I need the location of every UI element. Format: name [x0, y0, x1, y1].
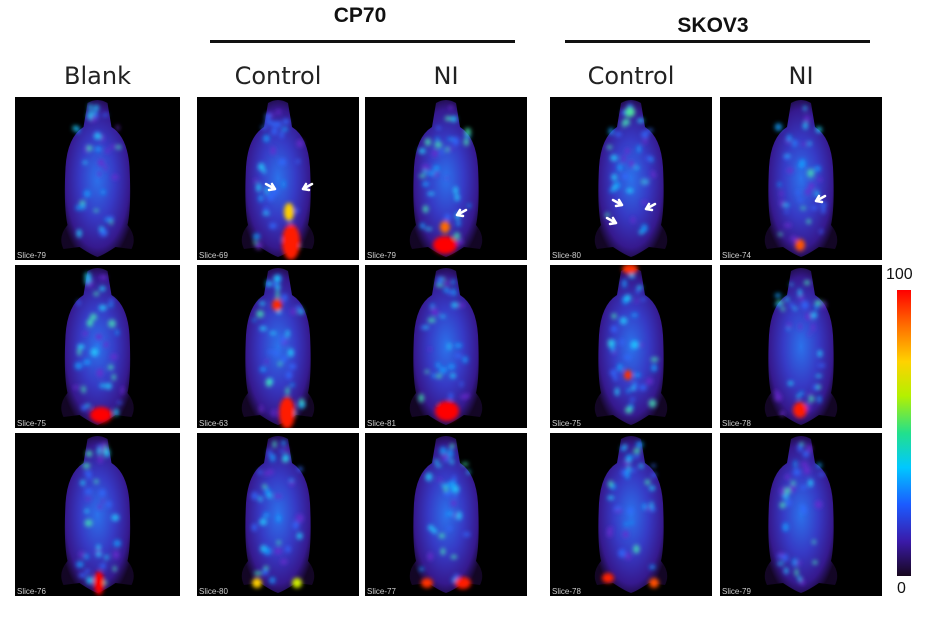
mouse-body: [241, 100, 315, 257]
annotation-arrow-icon: [301, 182, 314, 192]
mouse-body: [61, 436, 134, 593]
pet-scan-panel: Slice-76: [15, 433, 180, 596]
pet-scan-panel: Slice-63: [197, 265, 359, 428]
pet-scan-panel: Slice-74: [720, 97, 882, 260]
slice-label: Slice-69: [199, 251, 228, 260]
pet-scan-panel: Slice-80: [197, 433, 359, 596]
annotation-arrow-icon: [455, 208, 468, 218]
slice-label: Slice-78: [722, 419, 751, 428]
mouse-scan-image: [409, 100, 483, 257]
colorbar: [897, 290, 911, 576]
mouse-scan-image: [61, 268, 134, 425]
annotation-arrow-icon: [644, 202, 657, 212]
mouse-body: [764, 100, 838, 257]
mouse-body: [764, 436, 838, 593]
column-label-cp70-control: Control: [234, 62, 322, 90]
mouse-scan-image: [241, 100, 315, 260]
slice-label: Slice-74: [722, 251, 751, 260]
slice-label: Slice-75: [552, 419, 581, 428]
pet-scan-panel: Slice-78: [550, 433, 712, 596]
slice-label: Slice-79: [17, 251, 46, 260]
group-title-skov3: SKOV3: [677, 14, 749, 37]
pet-scan-panel: Slice-80: [550, 97, 712, 260]
mouse-scan-image: [594, 436, 668, 593]
slice-label: Slice-76: [17, 587, 46, 596]
mouse-body: [61, 268, 134, 425]
mouse-scan-image: [61, 436, 134, 595]
mouse-scan-image: [409, 436, 483, 593]
mouse-scan-image: [61, 100, 134, 257]
mouse-scan-image: [594, 100, 668, 257]
column-label-skov3-control: Control: [587, 62, 675, 90]
colorbar-min-label: 0: [897, 580, 906, 597]
column-label-blank: Blank: [64, 62, 131, 90]
slice-label: Slice-63: [199, 419, 228, 428]
mouse-scan-image: [764, 268, 838, 425]
pet-scan-panel: Slice-79: [720, 433, 882, 596]
annotation-arrow-icon: [611, 198, 624, 208]
mouse-body: [241, 436, 315, 593]
pet-scan-panel: Slice-79: [365, 97, 527, 260]
mouse-body: [61, 100, 134, 257]
slice-label: Slice-80: [552, 251, 581, 260]
colorbar-max-label: 100: [886, 266, 913, 283]
pet-scan-panel: Slice-78: [720, 265, 882, 428]
pet-scan-panel: Slice-69: [197, 97, 359, 260]
mouse-body: [594, 268, 668, 425]
mouse-scan-image: [241, 268, 315, 428]
slice-label: Slice-78: [552, 587, 581, 596]
group-title-cp70: CP70: [333, 4, 387, 27]
mouse-scan-image: [764, 436, 838, 593]
column-label-skov3-ni: NI: [788, 62, 814, 90]
column-label-cp70-ni: NI: [433, 62, 459, 90]
slice-label: Slice-80: [199, 587, 228, 596]
annotation-arrow-icon: [264, 182, 277, 192]
mouse-scan-image: [409, 268, 483, 425]
mouse-scan-image: [594, 265, 668, 425]
mouse-body: [409, 268, 483, 425]
slice-label: Slice-79: [367, 251, 396, 260]
mouse-body: [594, 436, 668, 593]
pet-scan-panel: Slice-75: [15, 265, 180, 428]
pet-scan-panel: Slice-75: [550, 265, 712, 428]
mouse-scan-image: [764, 100, 838, 257]
slice-label: Slice-79: [722, 587, 751, 596]
annotation-arrow-icon: [814, 194, 827, 204]
slice-label: Slice-77: [367, 587, 396, 596]
annotation-arrow-icon: [605, 216, 618, 226]
group-rule-skov3: [565, 40, 870, 43]
group-rule-cp70: [210, 40, 515, 43]
pet-scan-panel: Slice-79: [15, 97, 180, 260]
pet-scan-panel: Slice-77: [365, 433, 527, 596]
slice-label: Slice-81: [367, 419, 396, 428]
mouse-body: [594, 100, 668, 257]
pet-scan-panel: Slice-81: [365, 265, 527, 428]
slice-label: Slice-75: [17, 419, 46, 428]
mouse-scan-image: [241, 436, 315, 593]
